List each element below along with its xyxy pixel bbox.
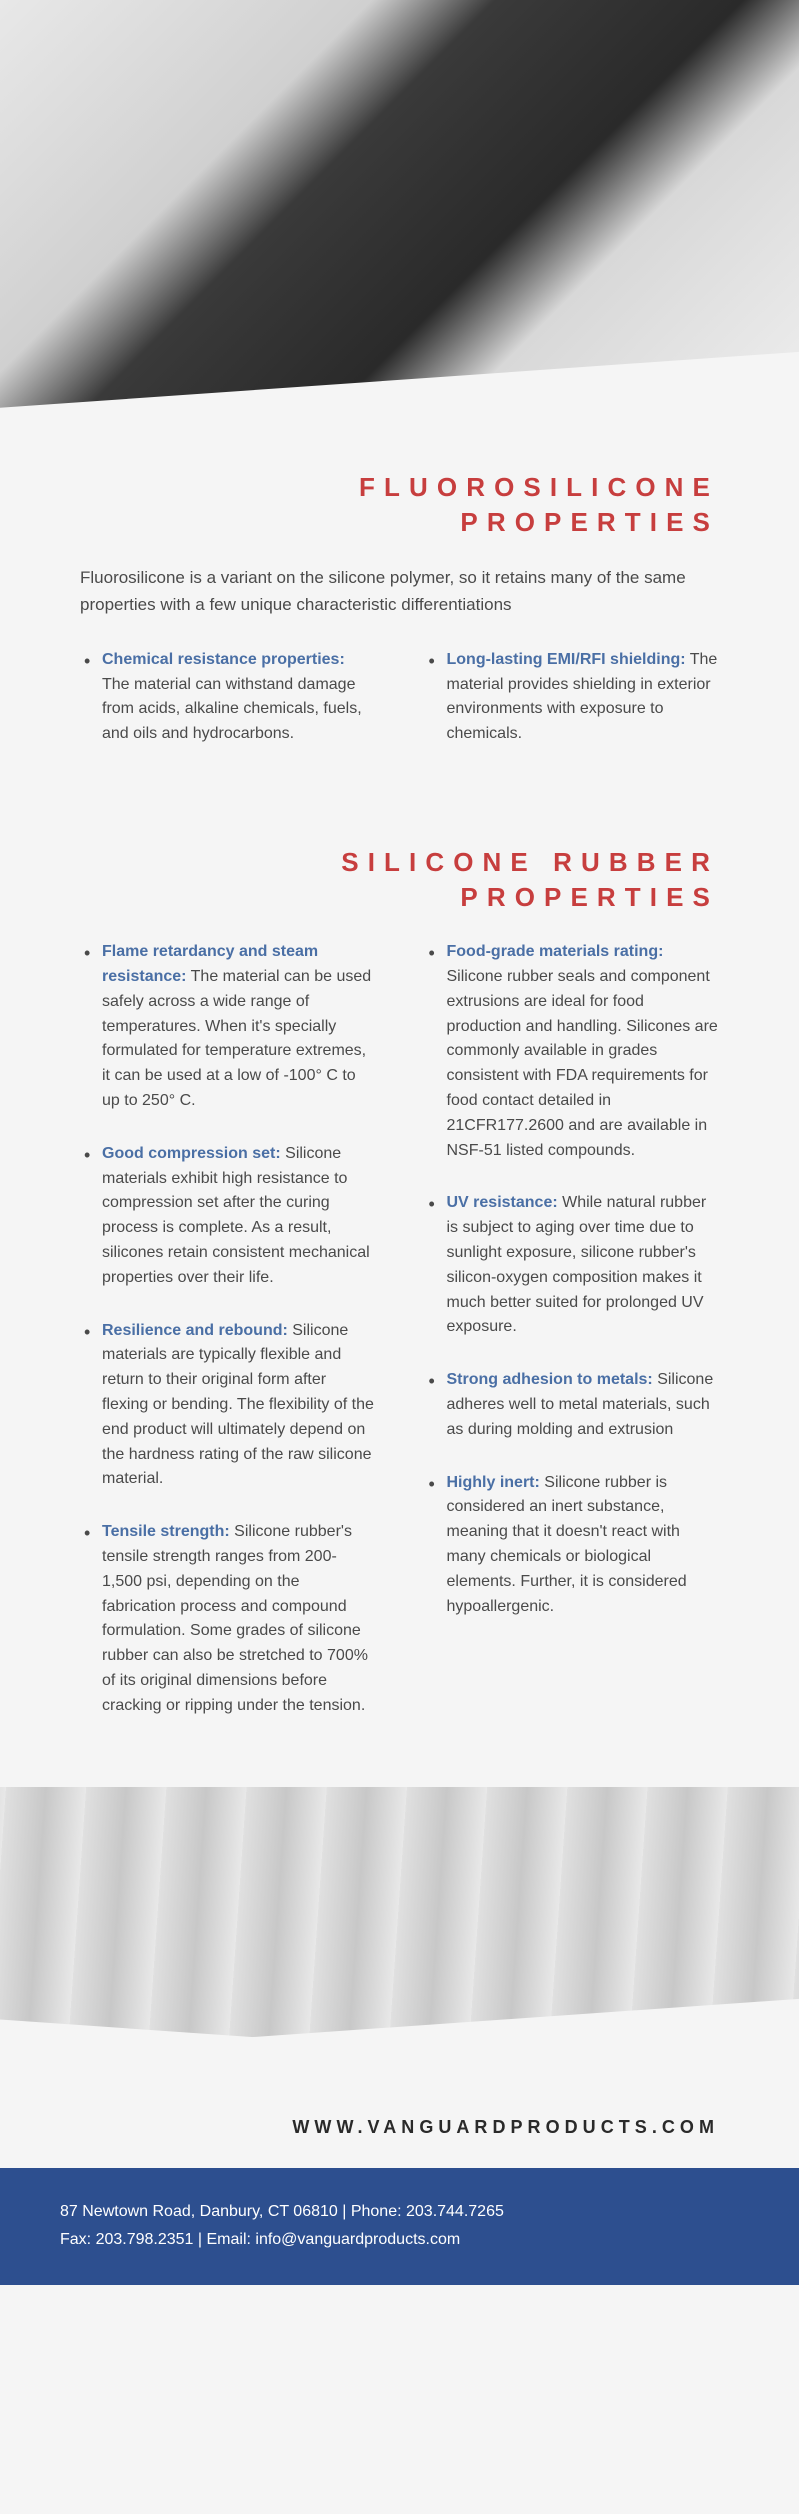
property-body: Silicone rubber seals and component extr… (447, 968, 718, 1159)
property-body: Silicone materials exhibit high resistan… (102, 1145, 370, 1286)
property-label: Long-lasting EMI/RFI shielding: (447, 651, 686, 668)
silicone-heading: SILICONE RUBBER PROPERTIES (0, 815, 799, 940)
fluorosilicone-intro: Fluorosilicone is a variant on the silic… (0, 565, 799, 648)
property-body: The material can be used safely across a… (102, 968, 371, 1109)
property-item: Long-lasting EMI/RFI shielding: The mate… (425, 648, 720, 747)
property-item: Resilience and rebound: Silicone materia… (80, 1319, 375, 1493)
fluoro-left-col: Chemical resistance properties: The mate… (80, 648, 375, 775)
property-item: Tensile strength: Silicone rubber's tens… (80, 1520, 375, 1718)
property-item: Food-grade materials rating: Silicone ru… (425, 940, 720, 1163)
property-body: Silicone materials are typically flexibl… (102, 1322, 374, 1488)
property-label: Good compression set: (102, 1145, 281, 1162)
property-label: Strong adhesion to metals: (447, 1371, 653, 1388)
hero-image (0, 0, 799, 440)
property-body: The material can withstand damage from a… (102, 676, 362, 743)
property-label: Tensile strength: (102, 1523, 230, 1540)
property-body: Silicone rubber is considered an inert s… (447, 1474, 687, 1615)
contact-bar: 87 Newtown Road, Danbury, CT 06810 | Pho… (0, 2168, 799, 2286)
property-item: Strong adhesion to metals: Silicone adhe… (425, 1368, 720, 1442)
footer-image (0, 1787, 799, 2107)
property-item: UV resistance: While natural rubber is s… (425, 1191, 720, 1340)
heading-line: FLUOROSILICONE (359, 472, 719, 502)
silicone-right-col: Food-grade materials rating: Silicone ru… (425, 940, 720, 1746)
fluorosilicone-columns: Chemical resistance properties: The mate… (0, 648, 799, 815)
website-url: WWW.VANGUARDPRODUCTS.COM (0, 2107, 799, 2168)
silicone-left-col: Flame retardancy and steam resistance: T… (80, 940, 375, 1746)
property-label: Highly inert: (447, 1474, 540, 1491)
contact-line: Fax: 203.798.2351 | Email: info@vanguard… (60, 2226, 739, 2255)
property-item: Good compression set: Silicone materials… (80, 1142, 375, 1291)
property-item: Highly inert: Silicone rubber is conside… (425, 1471, 720, 1620)
property-body: Silicone rubber's tensile strength range… (102, 1523, 368, 1714)
heading-line: SILICONE RUBBER (341, 847, 719, 877)
silicone-columns: Flame retardancy and steam resistance: T… (0, 940, 799, 1786)
fluorosilicone-heading: FLUOROSILICONE PROPERTIES (0, 440, 799, 565)
property-item: Flame retardancy and steam resistance: T… (80, 940, 375, 1114)
property-body: While natural rubber is subject to aging… (447, 1194, 707, 1335)
property-label: Food-grade materials rating: (447, 943, 664, 960)
property-label: Resilience and rebound: (102, 1322, 288, 1339)
heading-line: PROPERTIES (460, 882, 719, 912)
contact-line: 87 Newtown Road, Danbury, CT 06810 | Pho… (60, 2198, 739, 2227)
heading-line: PROPERTIES (460, 507, 719, 537)
fluoro-right-col: Long-lasting EMI/RFI shielding: The mate… (425, 648, 720, 775)
property-item: Chemical resistance properties: The mate… (80, 648, 375, 747)
property-label: Chemical resistance properties: (102, 651, 345, 668)
property-label: UV resistance: (447, 1194, 558, 1211)
